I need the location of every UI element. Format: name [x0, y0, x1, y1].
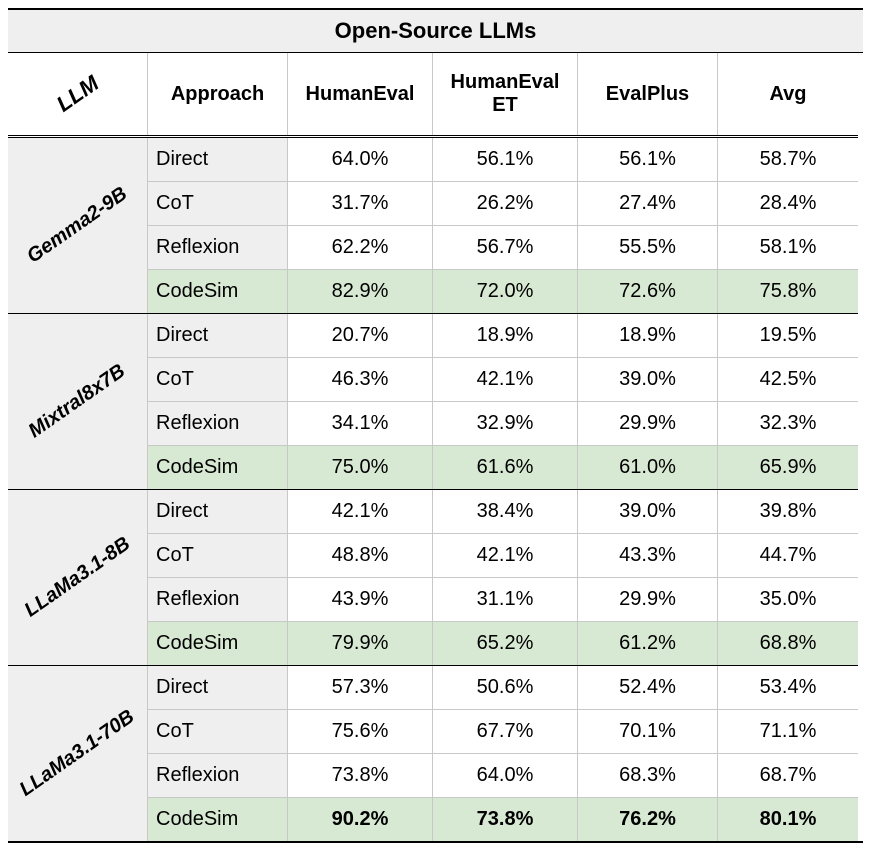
value-cell: 20.7% — [288, 314, 433, 357]
value-cell: 61.2% — [578, 621, 718, 665]
value-cell: 80.1% — [718, 797, 858, 841]
approach-cell: Direct — [148, 314, 288, 357]
value-cell: 35.0% — [718, 577, 858, 621]
value-cell: 65.2% — [433, 621, 578, 665]
approach-cell: CodeSim — [148, 797, 288, 841]
value-cell: 31.7% — [288, 181, 433, 225]
value-cell: 64.0% — [433, 753, 578, 797]
llm-name: Mixtral8x7B — [25, 360, 130, 443]
value-cell: 65.9% — [718, 445, 858, 489]
value-cell: 31.1% — [433, 577, 578, 621]
value-cell: 56.7% — [433, 225, 578, 269]
col-header-llm-label: LLM — [52, 71, 104, 118]
col-header-avg: Avg — [718, 53, 858, 135]
approach-cell: Reflexion — [148, 753, 288, 797]
value-cell: 82.9% — [288, 269, 433, 313]
value-cell: 68.3% — [578, 753, 718, 797]
value-cell: 42.1% — [288, 490, 433, 533]
approach-cell: Reflexion — [148, 577, 288, 621]
approach-cell: Direct — [148, 490, 288, 533]
value-cell: 70.1% — [578, 709, 718, 753]
value-cell: 56.1% — [578, 138, 718, 181]
value-cell: 34.1% — [288, 401, 433, 445]
approach-cell: Direct — [148, 138, 288, 181]
llm-name: Gemma2-9B — [23, 183, 132, 269]
value-cell: 46.3% — [288, 357, 433, 401]
llm-name: LLaMa3.1-70B — [16, 706, 139, 802]
llm-label: Gemma2-9B — [8, 138, 148, 313]
table-title: Open-Source LLMs — [8, 10, 863, 53]
value-cell: 28.4% — [718, 181, 858, 225]
value-cell: 39.0% — [578, 357, 718, 401]
value-cell: 42.1% — [433, 357, 578, 401]
llm-label: LLaMa3.1-70B — [8, 666, 148, 841]
value-cell: 26.2% — [433, 181, 578, 225]
value-cell: 73.8% — [288, 753, 433, 797]
approach-cell: CoT — [148, 533, 288, 577]
approach-cell: CodeSim — [148, 621, 288, 665]
value-cell: 61.0% — [578, 445, 718, 489]
col-header-humaneval: HumanEval — [288, 53, 433, 135]
value-cell: 56.1% — [433, 138, 578, 181]
value-cell: 68.8% — [718, 621, 858, 665]
col-header-humaneval-et: HumanEval ET — [433, 53, 578, 135]
value-cell: 67.7% — [433, 709, 578, 753]
value-cell: 61.6% — [433, 445, 578, 489]
value-cell: 75.0% — [288, 445, 433, 489]
table-grid: LLM Approach HumanEval HumanEval ET Eval… — [8, 53, 863, 841]
value-cell: 39.8% — [718, 490, 858, 533]
value-cell: 71.1% — [718, 709, 858, 753]
approach-cell: Reflexion — [148, 225, 288, 269]
value-cell: 75.8% — [718, 269, 858, 313]
value-cell: 50.6% — [433, 666, 578, 709]
value-cell: 72.0% — [433, 269, 578, 313]
value-cell: 58.1% — [718, 225, 858, 269]
approach-cell: Reflexion — [148, 401, 288, 445]
results-table: Open-Source LLMs LLM Approach HumanEval … — [8, 8, 863, 843]
value-cell: 18.9% — [578, 314, 718, 357]
value-cell: 43.3% — [578, 533, 718, 577]
value-cell: 43.9% — [288, 577, 433, 621]
col-header-approach: Approach — [148, 53, 288, 135]
approach-cell: Direct — [148, 666, 288, 709]
approach-cell: CodeSim — [148, 445, 288, 489]
value-cell: 73.8% — [433, 797, 578, 841]
value-cell: 53.4% — [718, 666, 858, 709]
llm-label: Mixtral8x7B — [8, 314, 148, 489]
value-cell: 27.4% — [578, 181, 718, 225]
col-header-evalplus: EvalPlus — [578, 53, 718, 135]
value-cell: 76.2% — [578, 797, 718, 841]
value-cell: 32.3% — [718, 401, 858, 445]
value-cell: 18.9% — [433, 314, 578, 357]
llm-label: LLaMa3.1-8B — [8, 490, 148, 665]
value-cell: 42.5% — [718, 357, 858, 401]
value-cell: 48.8% — [288, 533, 433, 577]
value-cell: 79.9% — [288, 621, 433, 665]
value-cell: 38.4% — [433, 490, 578, 533]
value-cell: 90.2% — [288, 797, 433, 841]
approach-cell: CoT — [148, 181, 288, 225]
value-cell: 29.9% — [578, 577, 718, 621]
value-cell: 52.4% — [578, 666, 718, 709]
value-cell: 29.9% — [578, 401, 718, 445]
approach-cell: CodeSim — [148, 269, 288, 313]
value-cell: 55.5% — [578, 225, 718, 269]
value-cell: 42.1% — [433, 533, 578, 577]
approach-cell: CoT — [148, 709, 288, 753]
value-cell: 75.6% — [288, 709, 433, 753]
value-cell: 72.6% — [578, 269, 718, 313]
value-cell: 64.0% — [288, 138, 433, 181]
value-cell: 57.3% — [288, 666, 433, 709]
llm-name: LLaMa3.1-8B — [20, 533, 134, 623]
value-cell: 32.9% — [433, 401, 578, 445]
value-cell: 68.7% — [718, 753, 858, 797]
approach-cell: CoT — [148, 357, 288, 401]
value-cell: 39.0% — [578, 490, 718, 533]
value-cell: 19.5% — [718, 314, 858, 357]
col-header-llm: LLM — [8, 53, 148, 135]
value-cell: 62.2% — [288, 225, 433, 269]
value-cell: 58.7% — [718, 138, 858, 181]
value-cell: 44.7% — [718, 533, 858, 577]
